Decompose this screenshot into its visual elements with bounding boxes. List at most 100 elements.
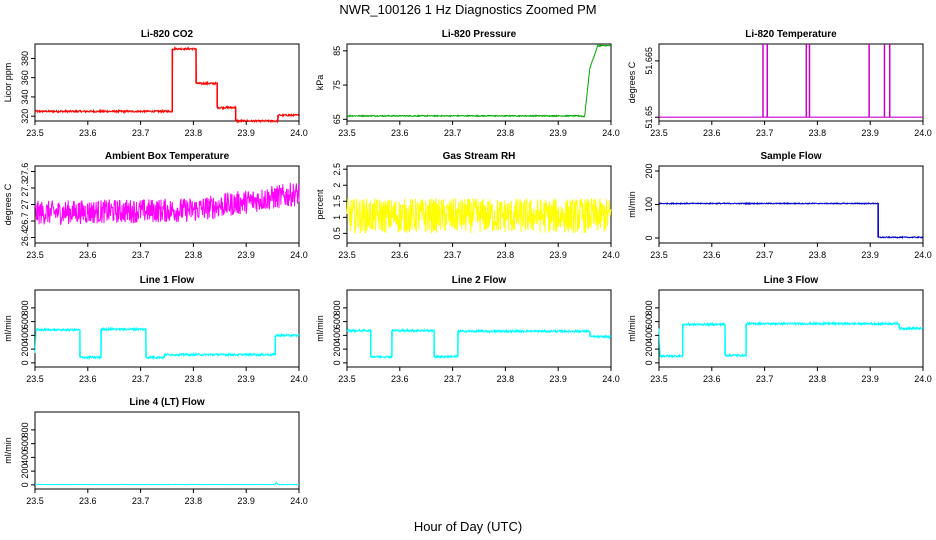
y-axis-label: kPa bbox=[315, 75, 325, 91]
y-tick-label: 600 bbox=[20, 314, 30, 329]
y-tick-label: 200 bbox=[20, 464, 30, 479]
y-tick-label: 2 bbox=[332, 183, 342, 188]
x-tick-label: 23.5 bbox=[338, 250, 356, 260]
panel-title: Gas Stream RH bbox=[443, 151, 516, 162]
x-tick-label: 24.0 bbox=[602, 250, 620, 260]
x-tick-label: 23.7 bbox=[444, 128, 462, 138]
y-tick-label: 200 bbox=[332, 342, 342, 357]
y-tick-label: 800 bbox=[644, 300, 654, 315]
x-tick-label: 23.7 bbox=[444, 374, 462, 384]
y-tick-label: 800 bbox=[20, 300, 30, 315]
x-tick-label: 23.5 bbox=[26, 250, 44, 260]
x-tick-label: 23.9 bbox=[861, 128, 879, 138]
x-tick-label: 24.0 bbox=[290, 374, 308, 384]
x-tick-label: 24.0 bbox=[602, 374, 620, 384]
x-tick-label: 23.9 bbox=[237, 250, 255, 260]
x-tick-label: 23.6 bbox=[79, 250, 97, 260]
y-tick-label: 400 bbox=[20, 328, 30, 343]
x-tick-label: 24.0 bbox=[914, 374, 932, 384]
y-tick-label: 1.5 bbox=[332, 195, 342, 208]
x-tick-label: 23.6 bbox=[79, 374, 97, 384]
y-tick-label: 200 bbox=[644, 342, 654, 357]
x-tick-label: 23.7 bbox=[132, 496, 150, 506]
series-line bbox=[34, 46, 300, 124]
plot-frame bbox=[658, 289, 924, 368]
x-tick-label: 23.6 bbox=[703, 250, 721, 260]
x-tick-label: 23.8 bbox=[497, 250, 515, 260]
x-tick-label: 23.9 bbox=[549, 250, 567, 260]
x-tick-label: 23.8 bbox=[185, 374, 203, 384]
x-tick-label: 23.5 bbox=[650, 250, 668, 260]
x-tick-label: 23.7 bbox=[132, 128, 150, 138]
x-tick-label: 23.6 bbox=[391, 250, 409, 260]
x-tick-label: 23.6 bbox=[391, 374, 409, 384]
x-tick-label: 23.7 bbox=[132, 250, 150, 260]
series-line bbox=[346, 197, 612, 234]
x-tick-label: 23.8 bbox=[185, 496, 203, 506]
y-tick-label: 360 bbox=[20, 70, 30, 85]
x-tick-label: 23.8 bbox=[185, 250, 203, 260]
plot-frame bbox=[34, 289, 300, 368]
y-tick-label: 800 bbox=[332, 300, 342, 315]
y-tick-label: 600 bbox=[332, 314, 342, 329]
x-tick-label: 23.5 bbox=[26, 128, 44, 138]
series-line bbox=[34, 182, 300, 226]
x-tick-label: 23.6 bbox=[79, 496, 97, 506]
series-line bbox=[346, 327, 612, 360]
series-line bbox=[34, 326, 300, 361]
panel-3: Ambient Box Temperature 23.5 23.6 23.7 23.8 2… bbox=[3, 151, 308, 260]
x-tick-label: 23.8 bbox=[809, 374, 827, 384]
y-tick-label: 340 bbox=[20, 89, 30, 104]
y-tick-label: 200 bbox=[20, 342, 30, 357]
panels: Li-820 CO2 23.5 23.6 23.7 23.8 23.9 24.0 320 340… bbox=[3, 29, 932, 506]
panel-title: Line 2 Flow bbox=[452, 275, 507, 286]
y-tick-label: 380 bbox=[20, 51, 30, 66]
y-tick-label: 400 bbox=[332, 328, 342, 343]
x-axis-label: Hour of Day (UTC) bbox=[414, 519, 522, 534]
y-axis-label: degrees C bbox=[3, 183, 13, 225]
plot-frame bbox=[346, 289, 612, 368]
y-tick-label: 2.5 bbox=[332, 163, 342, 176]
x-tick-label: 24.0 bbox=[602, 128, 620, 138]
panel-title: Line 1 Flow bbox=[140, 275, 195, 286]
x-tick-label: 23.9 bbox=[861, 374, 879, 384]
panel-8: Line 3 Flow 23.5 23.6 23.7 23.8 23.9 24.0 0 2004… bbox=[627, 275, 932, 384]
series-line bbox=[34, 481, 299, 486]
y-tick-label: 600 bbox=[644, 314, 654, 329]
x-tick-label: 23.5 bbox=[650, 374, 668, 384]
y-tick-label: 0.5 bbox=[332, 227, 342, 240]
x-tick-label: 23.6 bbox=[79, 128, 97, 138]
panel-title: Ambient Box Temperature bbox=[105, 151, 230, 162]
x-tick-label: 23.6 bbox=[703, 128, 721, 138]
plot-frame bbox=[346, 43, 612, 122]
panel-9: Line 4 (LT) Flow 23.5 23.6 23.7 23.8 23.9 24.0… bbox=[3, 397, 308, 506]
plot-frame bbox=[658, 165, 924, 244]
series-line bbox=[347, 44, 612, 118]
y-axis-label: ml/min bbox=[3, 437, 13, 464]
y-axis-label: ml/min bbox=[627, 315, 637, 342]
x-tick-label: 23.9 bbox=[237, 496, 255, 506]
y-tick-label: 0 bbox=[332, 360, 342, 365]
y-tick-label: 100 bbox=[644, 197, 654, 212]
panel-title: Li-820 Pressure bbox=[442, 29, 517, 40]
x-tick-label: 24.0 bbox=[914, 128, 932, 138]
x-tick-label: 23.8 bbox=[497, 374, 515, 384]
x-tick-label: 23.8 bbox=[185, 128, 203, 138]
y-axis-label: Licor ppm bbox=[3, 63, 13, 103]
y-tick-label: 0 bbox=[644, 235, 654, 240]
y-axis-label: ml/min bbox=[3, 315, 13, 342]
y-tick-label: 0 bbox=[20, 360, 30, 365]
x-tick-label: 23.9 bbox=[237, 128, 255, 138]
panel-4: Gas Stream RH 23.5 23.6 23.7 23.8 23.9 24.0 0.5… bbox=[315, 151, 620, 260]
y-tick-label: 600 bbox=[20, 436, 30, 451]
y-tick-label: 0 bbox=[644, 360, 654, 365]
x-tick-label: 23.7 bbox=[756, 374, 774, 384]
y-tick-label: 1 bbox=[332, 215, 342, 220]
x-tick-label: 23.8 bbox=[809, 250, 827, 260]
y-tick-label: 51.65 bbox=[644, 106, 654, 129]
panel-2: Li-820 Temperature 23.5 23.6 23.7 23.8 23.9 24… bbox=[627, 29, 932, 138]
x-tick-label: 24.0 bbox=[914, 250, 932, 260]
x-tick-label: 23.5 bbox=[338, 128, 356, 138]
panel-5: Sample Flow 23.5 23.6 23.7 23.8 23.9 24.0 0 100 2… bbox=[627, 151, 932, 260]
